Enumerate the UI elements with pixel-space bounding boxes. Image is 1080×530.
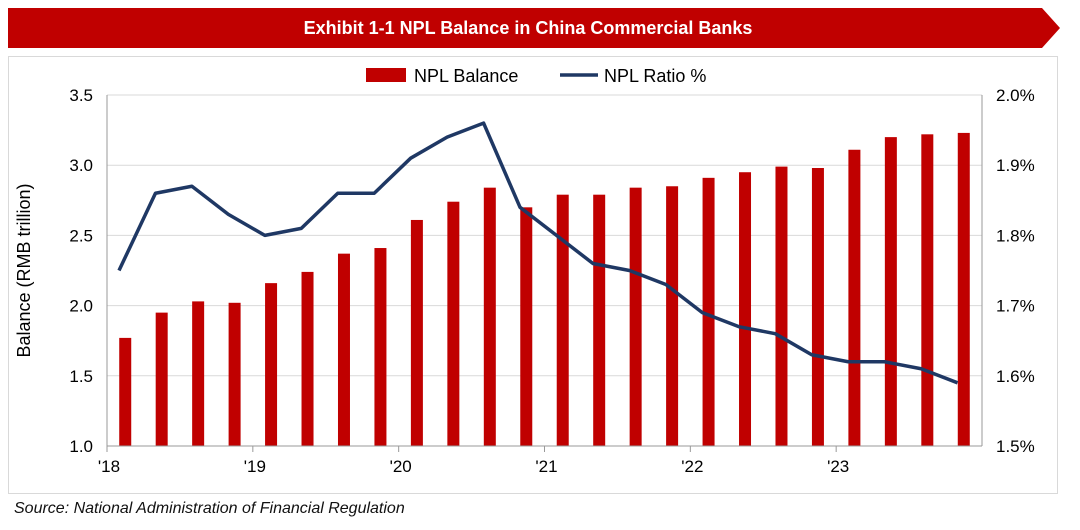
- bar: [483, 187, 496, 446]
- bar: [702, 177, 715, 446]
- x-tick-label: '19: [244, 457, 266, 476]
- y2-tick-label: 1.9%: [996, 156, 1035, 175]
- y-tick-label: 1.0: [69, 437, 93, 456]
- bar: [119, 337, 132, 446]
- line-series-npl-ratio: [117, 121, 959, 385]
- banner-shape: [8, 8, 1060, 48]
- bar: [155, 312, 168, 446]
- y2-tick-label: 1.5%: [996, 437, 1035, 456]
- bar: [337, 253, 350, 446]
- y-tick-label: 3.5: [69, 86, 93, 105]
- x-tick-label: '21: [535, 457, 557, 476]
- x-tick-label: '20: [390, 457, 412, 476]
- y2-tick-label: 1.7%: [996, 297, 1035, 316]
- bar: [228, 302, 241, 446]
- legend-label-bar: NPL Balance: [414, 66, 518, 86]
- y-tick-label: 2.5: [69, 226, 93, 245]
- bar: [520, 207, 533, 446]
- bar: [192, 301, 205, 446]
- y-tick-label: 1.5: [69, 367, 93, 386]
- y2-tick-label: 2.0%: [996, 86, 1035, 105]
- legend-label-line: NPL Ratio %: [604, 66, 706, 86]
- bar: [957, 132, 970, 446]
- source-note: Source: National Administration of Finan…: [14, 500, 405, 517]
- y2-tick-label: 1.8%: [996, 226, 1035, 245]
- x-tick-label: '22: [681, 457, 703, 476]
- y2-tick-label: 1.6%: [996, 367, 1035, 386]
- bar: [447, 201, 460, 446]
- bar: [593, 194, 606, 446]
- npl-chart: 1.0 1.5 2.0 2.5 3.0 3.5 1.5% 1.6% 1.7% 1.8% 1.9% 2.…: [14, 66, 1035, 476]
- y-tick-label: 2.0: [69, 297, 93, 316]
- y-axis-label: Balance (RMB trillion): [14, 183, 34, 357]
- bar: [848, 149, 861, 447]
- bar: [629, 187, 642, 446]
- bar: [556, 194, 569, 446]
- chart-frame: [8, 56, 1058, 494]
- bar: [884, 137, 897, 446]
- bar: [265, 283, 278, 446]
- bar: [921, 134, 934, 446]
- y-tick-label: 3.0: [69, 156, 93, 175]
- bar: [301, 271, 314, 446]
- bar: [775, 166, 788, 446]
- title-banner: Exhibit 1-1 NPL Balance in China Commerc…: [8, 8, 1060, 48]
- x-tick-label: '23: [827, 457, 849, 476]
- x-tick-label: '18: [98, 457, 120, 476]
- legend-swatch-bar: [366, 68, 406, 82]
- bar: [811, 168, 824, 446]
- bar: [374, 248, 387, 446]
- chart-title: Exhibit 1-1 NPL Balance in China Commerc…: [303, 18, 753, 38]
- bar: [739, 172, 752, 446]
- bar: [666, 186, 679, 446]
- bar: [410, 219, 423, 446]
